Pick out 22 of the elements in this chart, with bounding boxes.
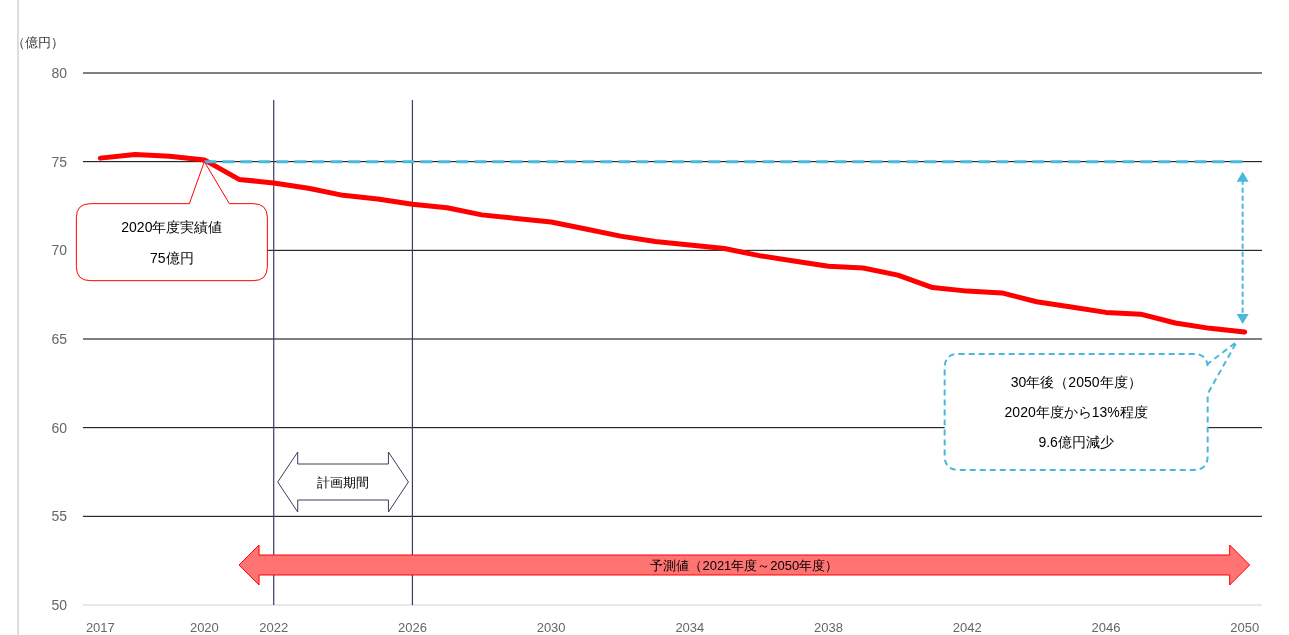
- x-tick-label: 2042: [952, 620, 982, 635]
- x-tick-label: 2046: [1091, 620, 1121, 635]
- y-tick-label: 70: [51, 242, 68, 259]
- annotation: 計画期間: [317, 475, 370, 490]
- x-tick-label: 2017: [85, 620, 115, 635]
- annotation: 予測値（2021年度～2050年度）: [650, 558, 839, 573]
- y-tick-label: 75: [51, 153, 68, 170]
- y-tick-label: 65: [51, 331, 68, 347]
- x-tick-label: 2050: [1230, 620, 1260, 635]
- x-tick-label: 2020: [189, 620, 219, 635]
- x-tick-label: 2022: [259, 620, 289, 635]
- y-tick-label: 50: [51, 597, 68, 613]
- x-tick-label: 2026: [397, 620, 427, 635]
- annotation: 2020年度実績値 75億円: [121, 218, 223, 266]
- x-tick-label: 2038: [814, 620, 844, 635]
- annotation: 30年後（2050年度） 2020年度から13%程度 9.6億円減少: [1004, 373, 1148, 450]
- y-tick-label: 80: [51, 65, 68, 81]
- y-axis-title: （億円）: [12, 35, 64, 50]
- x-tick-label: 2034: [675, 620, 705, 635]
- x-tick-label: 2030: [536, 620, 566, 635]
- y-tick-label: 60: [51, 419, 68, 436]
- y-tick-label: 55: [51, 508, 68, 525]
